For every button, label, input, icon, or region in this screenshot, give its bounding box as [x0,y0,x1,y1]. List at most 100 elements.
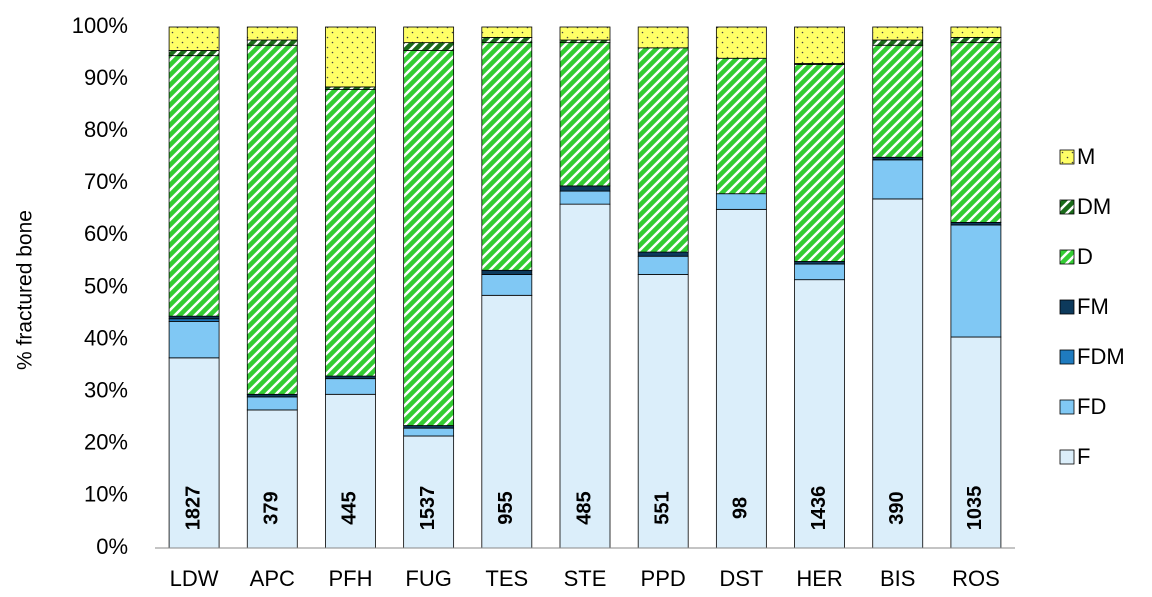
bar-segment [715,57,767,195]
bar-segment [794,26,845,64]
bar-segment [794,64,845,262]
bar-segment [168,320,220,359]
bar-segment [481,37,533,44]
x-tick-label: PPD [641,566,686,591]
legend-label: FD [1077,394,1106,419]
x-tick-label: APC [250,566,295,591]
bar-segment [559,203,611,549]
bar-segment [637,251,689,257]
legend-swatch [1059,349,1075,365]
bar-segment [794,263,845,281]
bar-segment [168,50,220,57]
bar-segment [715,208,767,549]
legend-label: FDM [1077,344,1125,369]
bar-label: 485 [573,491,595,524]
bar-segment [246,39,298,46]
bar-label: 390 [886,491,908,524]
bar-segment [637,47,689,253]
x-tick-label: BIS [880,566,915,591]
y-tick-label: 10% [84,482,128,507]
y-tick-label: 20% [84,430,128,455]
y-tick-label: 70% [84,169,128,194]
bar-segment [403,26,455,44]
bar-segment [403,435,455,549]
bar-label: 1436 [808,486,830,531]
bar-segment [168,357,220,549]
bar-segment [794,279,845,549]
x-tick-label: ROS [952,566,1000,591]
y-tick-label: 100% [72,13,128,38]
bar-segment [637,26,689,49]
bar-segment [325,89,376,377]
bar-label: 379 [261,491,283,524]
legend-label: FM [1077,294,1109,319]
y-tick-label: 90% [84,65,128,90]
x-tick-label: TES [485,566,528,591]
bar-segment [637,274,689,549]
bar-segment [481,294,533,549]
y-tick-label: 0% [96,534,128,559]
legend-swatch [1059,399,1075,415]
y-axis-label: % fractured bone [14,210,37,370]
bar-segment [481,26,533,38]
bar-segment [481,42,533,271]
x-tick-label: HER [796,566,842,591]
legend-swatch [1059,449,1075,465]
bar-segment [168,26,220,51]
legend-swatch [1059,199,1075,215]
bar-label: 98 [730,497,752,519]
y-tick-label: 40% [84,325,128,350]
bar-segment [325,26,376,88]
bar-label: 1035 [964,486,986,531]
bar-segment [403,427,455,437]
bar-segment [637,255,689,275]
bar-segment [246,44,298,395]
bar-segment [872,198,924,549]
legend-label: DM [1077,194,1111,219]
bar-segment [950,26,1002,38]
bar-segment [168,55,220,317]
legend-label: D [1077,244,1093,269]
bar-segment [246,396,298,411]
bar-label: 1537 [417,486,439,531]
bar-segment [950,42,1002,223]
y-tick-label: 50% [84,273,128,298]
legend-swatch [1059,149,1075,165]
bar-label: 955 [495,491,517,524]
bar-segment [481,269,533,275]
x-tick-label: LDW [170,566,219,591]
bar-segment [950,336,1002,549]
bar-segment [715,193,767,210]
bar-segment [403,42,455,51]
legend-swatch [1059,299,1075,315]
bar-segment [559,185,611,192]
bar-segment [325,378,376,395]
bar-segment [559,26,611,41]
y-tick-label: 30% [84,378,128,403]
bar-segment [950,37,1002,44]
bar-segment [715,26,767,59]
bar-label: 445 [339,491,361,524]
x-tick-label: FUG [405,566,451,591]
x-tick-label: DST [719,566,763,591]
legend-label: F [1077,444,1090,469]
y-tick-label: 80% [84,117,128,142]
bar-segment [246,409,298,549]
y-tick-label: 60% [84,221,128,246]
bar-segment [872,44,924,158]
bar-segment [246,26,298,41]
bar-segment [481,274,533,296]
bar-segment [872,26,924,41]
legend-label: M [1077,144,1095,169]
bar-segment [872,159,924,200]
bar-segment [559,42,611,187]
x-tick-label: STE [564,566,607,591]
bar-segment [950,224,1002,338]
bar-label: 1827 [182,486,204,531]
bar-segment [559,190,611,205]
x-tick-label: PFH [328,566,372,591]
bar-label: 551 [651,491,673,524]
bar-segment [403,50,455,426]
legend-swatch [1059,249,1075,265]
